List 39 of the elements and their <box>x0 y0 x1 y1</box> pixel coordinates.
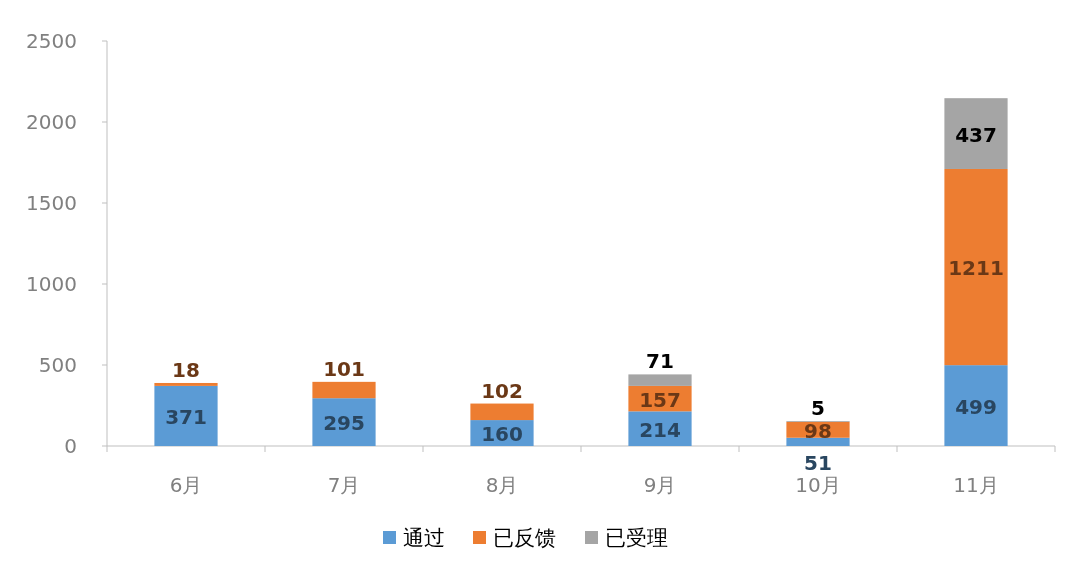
y-tick-label: 1000 <box>26 272 77 296</box>
data-label: 160 <box>481 422 523 447</box>
data-label: 98 <box>804 418 832 443</box>
legend-label: 通过 <box>403 526 445 550</box>
x-tick-label: 10月 <box>795 473 841 497</box>
data-label: 5 <box>811 396 825 421</box>
bar <box>786 437 850 446</box>
y-tick-label: 500 <box>38 353 77 377</box>
bar <box>154 385 218 446</box>
data-label: 157 <box>639 387 681 412</box>
x-tick-label: 7月 <box>327 473 361 497</box>
data-label: 102 <box>481 378 523 403</box>
bar <box>154 382 218 386</box>
data-label: 295 <box>323 411 365 436</box>
bar <box>944 365 1008 446</box>
data-label: 71 <box>646 349 674 374</box>
y-tick-label: 1500 <box>26 191 77 215</box>
y-tick-label: 2000 <box>26 110 77 134</box>
legend-label: 已受理 <box>605 526 668 550</box>
data-label: 371 <box>165 404 207 429</box>
legend-label: 已反馈 <box>493 526 556 550</box>
x-tick-label: 8月 <box>485 473 519 497</box>
bar <box>470 403 534 421</box>
x-tick-label: 6月 <box>169 473 203 497</box>
data-label: 437 <box>955 122 997 147</box>
data-label: 214 <box>639 417 681 442</box>
bar <box>944 168 1008 366</box>
data-label: 18 <box>172 357 200 382</box>
x-tick-label: 9月 <box>643 473 677 497</box>
x-tick-label: 11月 <box>953 473 999 497</box>
data-label: 1211 <box>948 256 1004 281</box>
y-tick-label: 2500 <box>26 29 77 53</box>
data-label: 51 <box>804 451 832 475</box>
bar <box>312 381 376 399</box>
y-tick-label: 0 <box>64 434 77 458</box>
bar <box>628 374 692 386</box>
bar <box>944 98 1008 169</box>
data-label: 499 <box>955 394 997 419</box>
data-label: 101 <box>323 356 365 381</box>
